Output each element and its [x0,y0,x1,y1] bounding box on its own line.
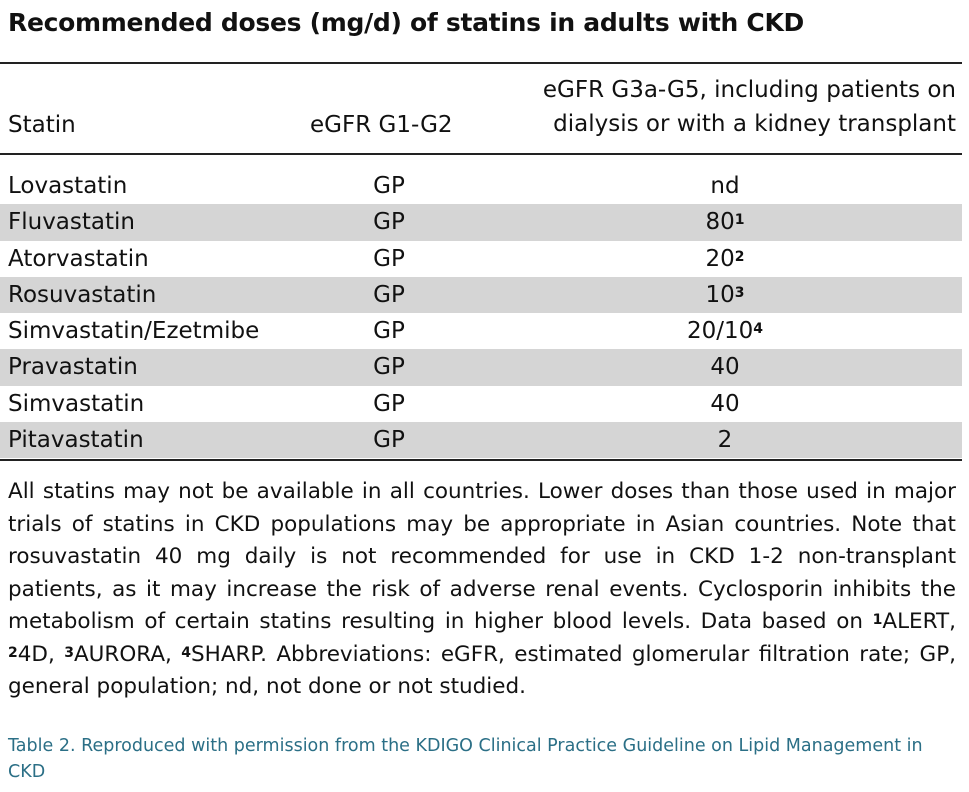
dose-ref: 1 [734,212,745,229]
table-row: Simvastatin/Ezetmibe GP 20/104 [0,313,962,349]
statin-name: Atorvastatin [8,245,149,272]
dose-g1-g2: GP [373,209,405,236]
dose-ref: 4 [753,321,764,338]
header-rule [0,153,962,155]
statin-name: Pravastatin [8,354,138,381]
table-footnote: All statins may not be available in all … [8,476,956,704]
footnote-text: All statins may not be available in all … [8,479,956,634]
dose-value: 20/10 [686,318,754,345]
table-body: Lovastatin GP nd Fluvastatin GP 801 Ator… [0,168,962,459]
table-row: Atorvastatin GP 202 [0,241,962,277]
statin-name: Simvastatin/Ezetmibe [8,318,260,345]
dose-g1-g2: GP [373,281,405,308]
header-egfr-g3a-g5-line2: dialysis or with a kidney transplant [553,111,956,137]
ref-aurora: AURORA, [73,641,182,667]
dose-g3a-g5: 801 [600,204,850,240]
header-egfr-g1-g2: eGFR G1-G2 [310,112,453,138]
dose-value: 10 [705,281,735,308]
dose-value: 40 [710,354,740,381]
ref-marker: 4 [181,644,192,661]
table-row: Simvastatin GP 40 [0,386,962,422]
ref-marker: 2 [8,644,18,661]
dose-g1-g2: GP [373,354,405,381]
dose-value: 2 [717,427,733,454]
ref-marker: 3 [64,644,74,661]
table-title: Recommended doses (mg/d) of statins in a… [8,8,805,37]
ref-alert: ALERT, [882,609,956,634]
dose-g3a-g5: 20/104 [600,313,850,349]
bottom-rule [0,459,962,461]
top-rule [0,62,962,64]
dose-ref: 3 [734,284,745,301]
dose-ref: 2 [734,248,745,265]
table-caption: Table 2. Reproduced with permission from… [8,736,923,782]
statin-name: Lovastatin [8,173,128,199]
table-row: Pravastatin GP 40 [0,349,962,386]
ref-4d: 4D, [17,641,65,667]
header-statin: Statin [8,112,76,138]
dose-value: 80 [705,209,735,236]
dose-g3a-g5: 103 [600,277,850,313]
header-egfr-g3a-g5-line1: eGFR G3a-G5, including patients on [542,77,956,103]
dose-value: nd [710,173,740,199]
table-row: Pitavastatin GP 2 [0,422,962,459]
table-row: Fluvastatin GP 801 [0,204,962,241]
dose-g3a-g5: 2 [600,422,850,458]
statin-name: Pitavastatin [8,427,144,454]
dose-g3a-g5: 40 [600,386,850,422]
dose-g3a-g5: 202 [600,241,850,277]
statin-name: Fluvastatin [8,209,135,236]
table-row: Lovastatin GP nd [0,168,962,204]
dose-g1-g2: GP [373,173,405,199]
dose-g3a-g5: 40 [600,349,850,385]
dose-g1-g2: GP [373,245,405,272]
ref-sharp-abbreviations: SHARP. Abbreviations: eGFR, estimated gl… [8,641,956,700]
table-row: Rosuvastatin GP 103 [0,276,962,314]
statin-name: Simvastatin [8,390,145,417]
dose-g1-g2: GP [373,390,405,417]
dose-g3a-g5: nd [600,168,850,204]
dose-g1-g2: GP [373,318,405,345]
dose-value: 20 [705,245,735,272]
dose-g1-g2: GP [373,427,405,454]
ref-marker: 1 [872,612,883,628]
header-egfr-g3a-g5: eGFR G3a-G5, including patients on dialy… [480,73,956,141]
statin-name: Rosuvastatin [8,281,157,308]
dose-value: 40 [710,390,740,417]
